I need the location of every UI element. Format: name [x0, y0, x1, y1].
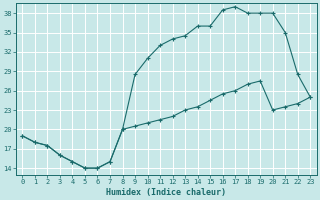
- X-axis label: Humidex (Indice chaleur): Humidex (Indice chaleur): [106, 188, 226, 197]
